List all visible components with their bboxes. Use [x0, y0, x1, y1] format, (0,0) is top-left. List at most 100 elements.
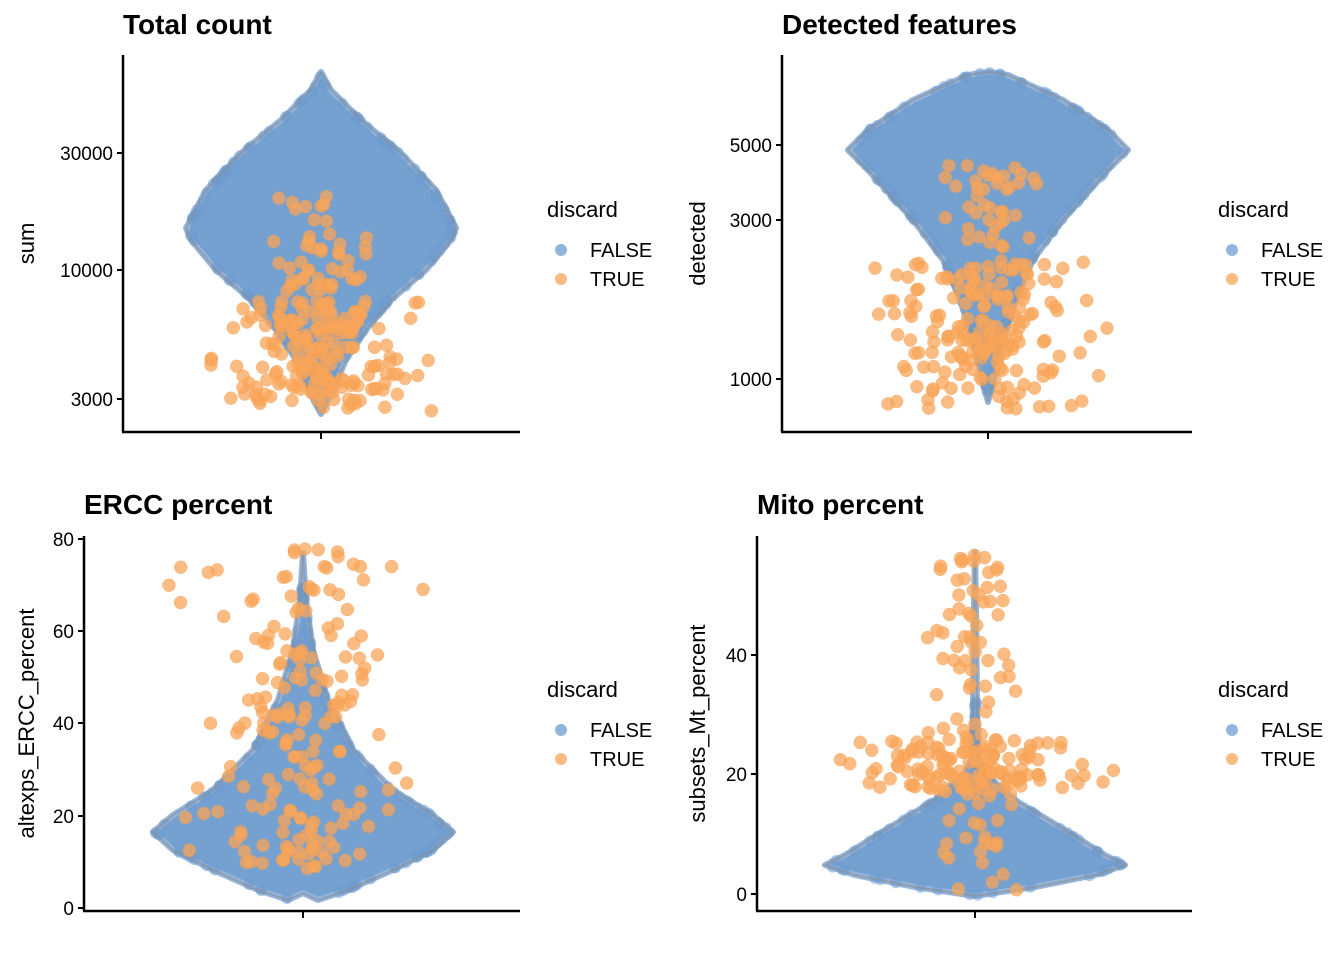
point-false	[1097, 123, 1109, 135]
point-true	[236, 779, 251, 794]
point-true	[253, 301, 268, 315]
point-true	[923, 781, 938, 796]
point-false	[1051, 219, 1063, 231]
point-true	[1083, 329, 1098, 344]
point-true	[276, 825, 290, 840]
point-true	[968, 272, 982, 287]
point-true	[201, 565, 216, 580]
panel-detected-features: Detected features 1000 5000 3000 detected dis…	[685, 9, 1323, 439]
point-true	[307, 213, 322, 227]
point-true	[316, 373, 330, 387]
point-true	[352, 847, 367, 861]
point-true	[282, 261, 297, 275]
point-true	[372, 727, 386, 742]
point-true	[1017, 377, 1031, 392]
legend: discard FALSE TRUE	[1218, 197, 1323, 291]
point-true	[865, 765, 879, 780]
point-true	[921, 725, 936, 740]
legend-key-false	[1226, 724, 1238, 736]
point-true	[865, 743, 879, 757]
point-true	[1050, 303, 1064, 318]
point-true	[994, 275, 1009, 289]
point-true	[182, 843, 197, 858]
point-false	[1102, 160, 1114, 172]
point-true	[981, 653, 995, 668]
point-true	[930, 314, 945, 329]
point-true	[283, 279, 298, 293]
legend-key-false	[555, 244, 567, 256]
point-true	[323, 357, 338, 372]
point-false	[425, 255, 437, 267]
point-true	[1076, 255, 1091, 269]
point-true	[390, 367, 405, 381]
point-true	[279, 569, 293, 584]
point-true	[340, 602, 355, 617]
point-true	[262, 726, 277, 740]
legend-label-false: FALSE	[1261, 720, 1323, 742]
point-true	[357, 661, 372, 675]
point-true	[1079, 293, 1094, 308]
point-true	[963, 332, 977, 347]
point-false	[919, 227, 931, 239]
point-true	[1055, 780, 1070, 795]
point-true	[1009, 329, 1024, 343]
point-false	[211, 261, 223, 273]
point-true	[322, 227, 337, 241]
point-true	[890, 328, 905, 342]
point-true	[372, 321, 386, 336]
point-true	[897, 359, 911, 374]
point-true	[960, 232, 975, 247]
legend-label-false: FALSE	[590, 720, 652, 742]
point-true	[173, 595, 188, 610]
point-true	[324, 821, 338, 835]
point-false	[931, 243, 943, 255]
point-true	[349, 273, 363, 287]
point-true	[991, 171, 1005, 185]
point-true	[954, 555, 969, 569]
point-true	[281, 701, 296, 716]
point-true	[331, 799, 346, 813]
y-tick-label: 3000	[71, 390, 113, 411]
point-true	[1100, 321, 1114, 335]
point-true	[933, 559, 948, 573]
point-true	[1009, 883, 1024, 897]
point-true	[950, 712, 964, 726]
point-true	[944, 381, 958, 396]
legend-key-true	[555, 273, 567, 285]
point-true	[973, 844, 988, 859]
point-true	[304, 385, 319, 400]
point-true	[356, 573, 371, 587]
point-true	[957, 629, 972, 644]
point-true	[960, 158, 975, 173]
point-true	[982, 213, 996, 227]
legend: discard FALSE TRUE	[1218, 677, 1323, 771]
point-true	[306, 815, 321, 829]
point-false	[291, 625, 303, 637]
point-true	[1064, 768, 1079, 783]
point-true	[327, 840, 341, 855]
point-true	[381, 783, 396, 797]
point-true	[904, 293, 918, 308]
point-true	[258, 387, 272, 402]
point-true	[382, 356, 397, 370]
point-true	[1008, 208, 1023, 223]
point-true	[353, 784, 368, 799]
y-tick-label: 5000	[730, 136, 772, 157]
point-true	[261, 772, 276, 787]
point-true	[1025, 306, 1040, 321]
point-false	[376, 134, 388, 146]
y-tick-label: 0	[63, 899, 74, 920]
point-true	[1002, 751, 1016, 766]
point-true	[197, 806, 211, 821]
point-true	[946, 771, 961, 786]
point-true	[276, 853, 291, 867]
point-true	[959, 730, 974, 744]
y-tick-label: 40	[53, 714, 74, 735]
point-true	[288, 671, 303, 685]
point-true	[853, 735, 867, 750]
point-true	[871, 307, 886, 321]
panel-ercc-percent: ERCC percent 0 20 40 60 80 altexps_ERCC_percen…	[14, 489, 652, 920]
point-true	[295, 363, 310, 378]
point-true	[959, 831, 973, 845]
